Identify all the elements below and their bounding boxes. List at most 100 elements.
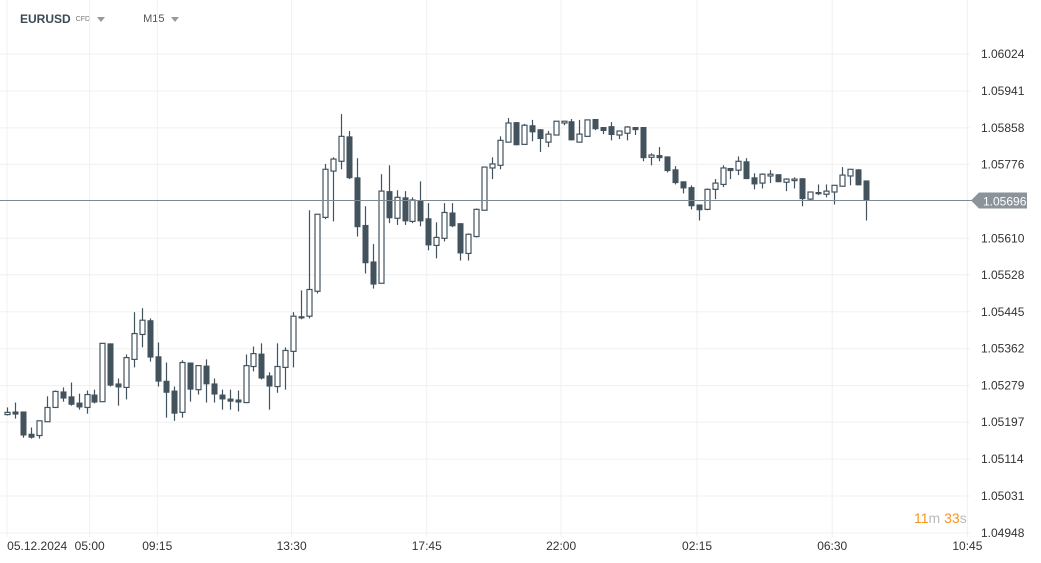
bearish-candle <box>91 389 98 404</box>
bearish-candle <box>640 127 647 162</box>
x-tick-label: 05:00 <box>75 539 105 553</box>
bullish-candle <box>576 119 583 143</box>
bullish-candle <box>84 390 91 414</box>
y-tick-label: 1.04948 <box>981 526 1025 540</box>
bullish-candle <box>791 177 798 189</box>
candle-body <box>592 118 599 130</box>
candle-body <box>863 180 870 201</box>
bullish-candle <box>473 208 480 238</box>
candle-body <box>91 394 98 403</box>
candle-body <box>608 126 615 136</box>
candle-body <box>831 184 838 193</box>
candle-body <box>258 353 265 379</box>
bullish-candle <box>409 197 416 224</box>
bullish-candle <box>131 312 138 368</box>
candle-body <box>529 125 536 133</box>
bullish-candle <box>823 184 830 198</box>
countdown-seconds-unit: s <box>959 510 967 526</box>
bullish-candle <box>720 165 727 188</box>
instrument-type: CFD <box>75 15 91 23</box>
bullish-candle <box>561 120 568 126</box>
countdown-minutes: 11 <box>914 510 929 526</box>
bearish-candle <box>20 411 27 438</box>
x-tick-label: 02:15 <box>682 539 712 553</box>
candle-body <box>481 166 488 211</box>
candle-body <box>12 411 19 415</box>
candle-body <box>743 161 750 180</box>
bearish-candle <box>107 343 114 387</box>
candle-body <box>171 390 178 414</box>
bullish-candle <box>616 130 623 140</box>
countdown-minutes-unit: m <box>928 510 941 526</box>
bullish-candle <box>648 153 655 166</box>
x-tick-label: 05.12.2024 <box>7 539 67 553</box>
bearish-candle <box>688 185 695 210</box>
bearish-candle <box>60 387 67 402</box>
bullish-candle <box>807 191 814 201</box>
bearish-candle <box>171 386 178 421</box>
symbol-name[interactable]: EURUSD <box>20 12 71 26</box>
bearish-candle <box>513 122 520 146</box>
candle-body <box>624 126 631 134</box>
x-tick-label: 13:30 <box>277 539 307 553</box>
bearish-candle <box>219 389 226 410</box>
x-tick-label: 09:15 <box>142 539 172 553</box>
bullish-candle <box>282 347 289 390</box>
bullish-candle <box>52 390 59 409</box>
candle-body <box>330 158 337 172</box>
bullish-candle <box>584 119 591 137</box>
bearish-candle <box>529 119 536 142</box>
candle-body <box>115 383 122 388</box>
bullish-candle <box>99 342 106 403</box>
bullish-candle <box>274 343 281 393</box>
candle-body <box>235 399 242 403</box>
candle-body <box>680 181 687 189</box>
candle-body <box>775 174 782 183</box>
candle-body <box>290 315 297 352</box>
candle-body <box>505 122 512 143</box>
candle-body <box>727 167 734 172</box>
candle-body <box>163 380 170 393</box>
candle-body <box>179 361 186 413</box>
bearish-candle <box>370 244 377 289</box>
candle-body <box>68 396 75 405</box>
timeframe-selector[interactable]: M15 <box>143 13 165 25</box>
candle-body <box>576 133 583 143</box>
bearish-candle <box>600 127 607 135</box>
candle-body <box>338 135 345 162</box>
bearish-candle <box>28 427 35 439</box>
candle-body <box>664 156 671 172</box>
bearish-candle <box>855 169 862 186</box>
candle-body <box>155 356 162 382</box>
candle-body <box>76 402 83 408</box>
bullish-candle <box>4 407 11 416</box>
bearish-candle <box>425 203 432 251</box>
candle-body <box>855 169 862 186</box>
bearish-candle <box>163 362 170 418</box>
candle-body <box>346 136 353 179</box>
bearish-candle <box>815 184 822 196</box>
bullish-candle <box>505 118 512 143</box>
bullish-candle <box>243 354 250 404</box>
candle-body <box>751 177 758 185</box>
bullish-candle <box>847 168 854 186</box>
candle-body <box>314 213 321 292</box>
bearish-candle <box>632 127 639 136</box>
bullish-candle <box>831 184 838 205</box>
bullish-candle <box>433 222 440 259</box>
bearish-candle <box>664 156 671 173</box>
candle-body <box>266 375 273 387</box>
bearish-candle <box>449 203 456 228</box>
candle-body <box>767 173 774 177</box>
candle-body <box>449 212 456 227</box>
y-tick-label: 1.05031 <box>981 489 1025 503</box>
candle-body <box>52 390 59 409</box>
candle-body <box>84 393 91 409</box>
timeframe-dropdown-caret-icon[interactable] <box>171 16 180 22</box>
candle-body <box>243 365 250 404</box>
x-tick-label: 17:45 <box>412 539 442 553</box>
candle-body <box>545 133 552 143</box>
symbol-dropdown-caret-icon[interactable] <box>97 16 106 22</box>
bullish-candle <box>704 188 711 211</box>
